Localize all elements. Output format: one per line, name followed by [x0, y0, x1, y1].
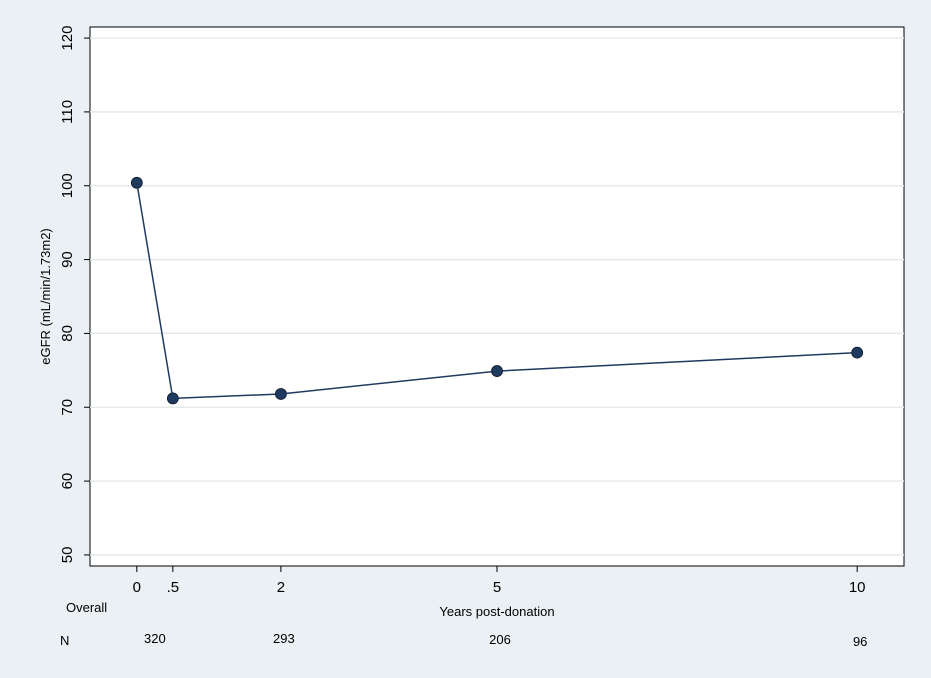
count-value: 320	[144, 631, 166, 646]
labels: eGFR (mL/min/1.73m2) Years post-donation…	[38, 228, 555, 648]
y-tick-label: 90	[59, 251, 76, 268]
x-tick-label: .5	[167, 579, 180, 596]
count-value: 206	[489, 632, 511, 647]
x-tick-label: 2	[277, 579, 285, 596]
plot-background	[89, 26, 905, 567]
count-value: 96	[853, 634, 867, 649]
x-tick-label: 0	[133, 579, 141, 596]
data-point	[274, 388, 287, 400]
x-tick-label: 5	[493, 579, 501, 596]
grid	[90, 37, 904, 556]
data-point	[851, 346, 864, 359]
axes: 50 60 70 80 90 100 110 120 0 .5 2 5 10	[59, 26, 866, 596]
x-tick-label: 10	[849, 579, 866, 596]
data-point	[491, 365, 503, 377]
n-label: N	[60, 633, 69, 648]
y-tick-label: 60	[59, 473, 76, 490]
x-axis-title: Years post-donation	[439, 604, 554, 619]
overall-label: Overall	[66, 600, 107, 615]
count-table: 320 293 206 96	[144, 631, 867, 649]
count-value: 293	[273, 631, 295, 646]
y-tick-label: 80	[59, 325, 76, 342]
series	[130, 176, 864, 405]
y-tick-label: 110	[59, 100, 76, 124]
y-tick-label: 100	[59, 173, 76, 198]
y-axis-title: eGFR (mL/min/1.73m2)	[38, 228, 53, 365]
y-tick-label: 120	[59, 26, 76, 51]
y-tick-label: 50	[59, 547, 76, 564]
y-tick-label: 70	[59, 399, 76, 416]
data-point	[166, 392, 179, 405]
data-point	[130, 176, 143, 189]
